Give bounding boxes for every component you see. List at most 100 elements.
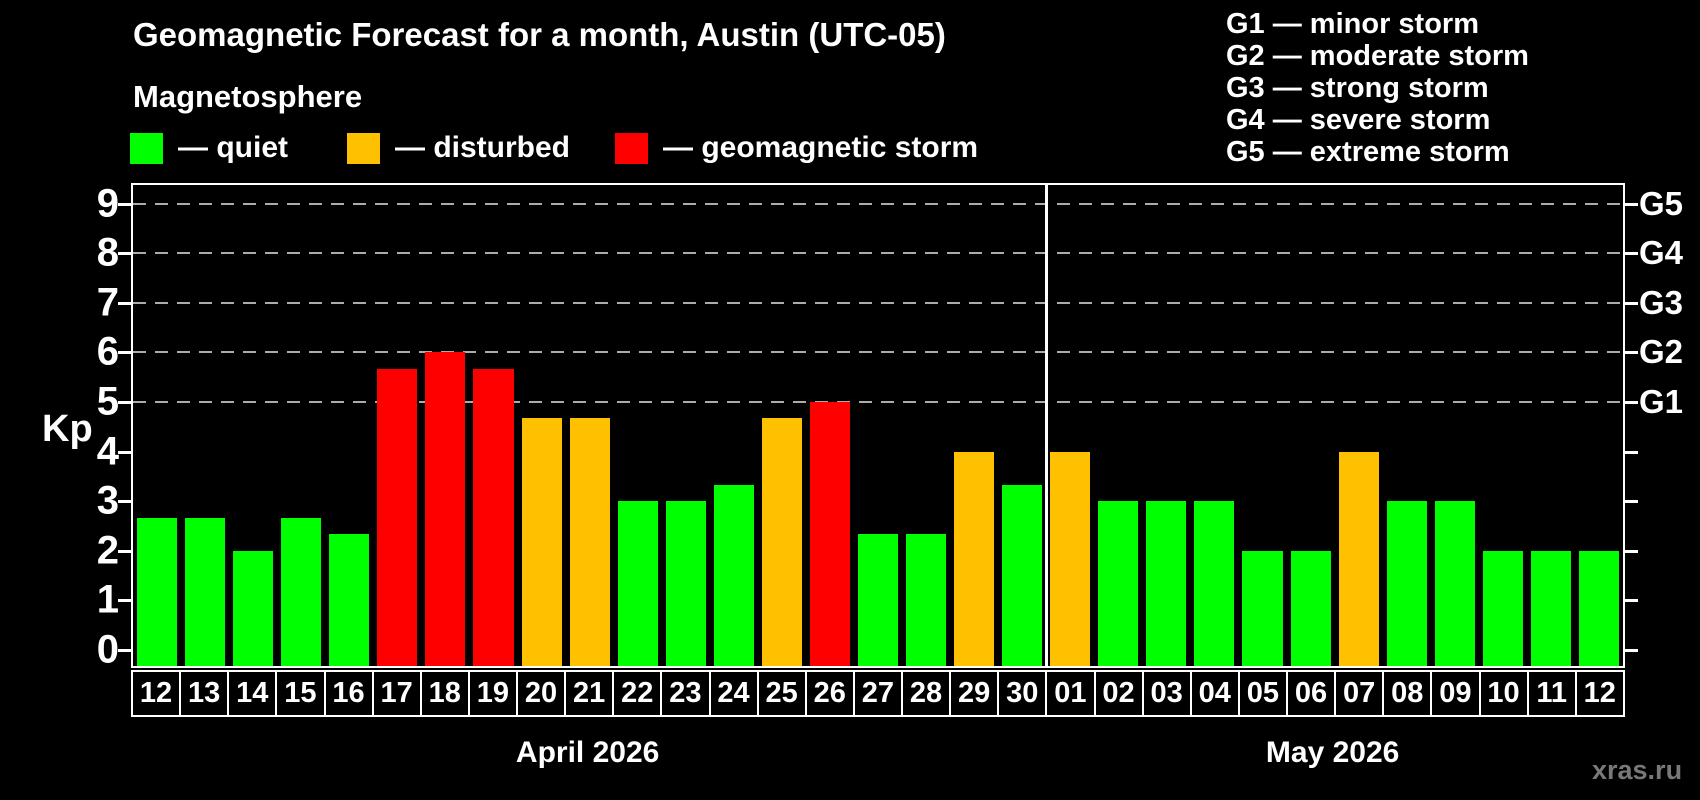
y-tick <box>1625 301 1638 305</box>
legend-item-quiet: — quiet <box>130 128 288 168</box>
day-label-cell: 08 <box>1384 670 1433 717</box>
g-scale-label: G4 <box>1639 234 1684 272</box>
kp-bar-day-27 <box>857 534 899 666</box>
y-tick <box>1625 649 1638 652</box>
y-tick-label: 6 <box>96 329 119 374</box>
legend-label: — quiet <box>178 131 288 164</box>
kp-bar-day-30 <box>1002 484 1043 666</box>
y-tick <box>118 301 131 305</box>
kp-bar-day-10 <box>1482 550 1523 666</box>
day-label-cell: 28 <box>903 670 952 717</box>
g-scale-label: G3 <box>1639 283 1684 321</box>
y-tick <box>1625 549 1638 553</box>
kp-bar-day-04 <box>1194 501 1235 666</box>
day-label-cell: 13 <box>181 670 230 717</box>
kp-bar-day-23 <box>665 501 706 666</box>
y-tick <box>118 599 131 603</box>
y-tick-label: 7 <box>96 280 119 325</box>
day-label-cell: 18 <box>421 670 470 717</box>
y-tick-label: 0 <box>96 627 119 672</box>
day-label-cell: 21 <box>566 670 615 717</box>
legend-item-disturbed: — disturbed <box>347 128 570 168</box>
kp-bar-day-24 <box>713 484 754 666</box>
month-label: May 2026 <box>1265 736 1400 769</box>
y-tick <box>1625 202 1638 206</box>
disturbed-color-swatch <box>347 132 380 164</box>
day-label-cell: 06 <box>1288 670 1337 717</box>
day-label-cell: 03 <box>1143 670 1192 717</box>
y-tick <box>1625 450 1638 454</box>
g-scale-label: G5 <box>1639 184 1684 222</box>
kp-bar-day-21 <box>569 418 610 666</box>
day-label-cell: 24 <box>710 670 759 717</box>
kp-bar-day-28 <box>906 534 947 666</box>
kp-bar-day-18 <box>425 352 466 666</box>
day-label-cell: 07 <box>1336 670 1385 717</box>
day-label-cell: 12 <box>1576 670 1625 717</box>
kp-bar-day-06 <box>1290 550 1331 666</box>
y-tick <box>118 401 131 404</box>
kp-bar-day-14 <box>233 550 274 666</box>
y-tick <box>1625 401 1638 404</box>
storm-scale-legend-line: G1 — minor storm <box>1226 8 1479 40</box>
month-separator <box>1044 185 1048 666</box>
gridline-kp7 <box>133 301 1623 304</box>
kp-bar-day-25 <box>761 418 802 666</box>
day-label-cell: 30 <box>999 670 1048 717</box>
day-label-cell: 29 <box>951 670 1000 717</box>
day-label-cell: 22 <box>614 670 663 717</box>
kp-bar-day-16 <box>329 534 370 666</box>
y-tick-label: 9 <box>96 181 119 226</box>
day-label-cell: 14 <box>229 670 278 717</box>
kp-bar-day-17 <box>377 368 418 666</box>
day-label-cell: 26 <box>806 670 855 717</box>
legend-label: — geomagnetic storm <box>663 131 979 164</box>
y-tick <box>1625 599 1638 603</box>
month-label: April 2026 <box>515 736 660 769</box>
y-axis-title: Kp <box>42 408 93 450</box>
legend-label: — disturbed <box>395 131 571 164</box>
day-label-cell: 11 <box>1528 670 1577 717</box>
y-tick <box>1625 252 1638 256</box>
storm-scale-legend: G1 — minor storm G2 — moderate storm G3 — … <box>1226 8 1529 168</box>
plot-area: 0 1 2 3 4 5 6 7 8 9 G1 G2 G3 G4 G5 <box>97 181 1683 671</box>
y-tick <box>118 351 131 355</box>
day-label-cell: 23 <box>662 670 711 717</box>
storm-scale-legend-line: G4 — severe storm <box>1226 104 1491 136</box>
kp-bar-day-07 <box>1338 451 1379 666</box>
kp-bar-day-26 <box>809 402 850 666</box>
storm-color-swatch <box>615 132 648 164</box>
gridline-kp6 <box>133 351 1623 354</box>
kp-bar-day-15 <box>281 517 322 666</box>
kp-bar-day-01 <box>1050 451 1091 666</box>
legend-item-storm: — geomagnetic storm <box>615 128 978 168</box>
y-tick <box>118 252 131 256</box>
storm-scale-legend-line: G3 — strong storm <box>1226 72 1489 104</box>
kp-bar-day-09 <box>1434 501 1475 666</box>
y-tick-label: 2 <box>96 528 119 573</box>
day-label-cell: 15 <box>277 670 326 717</box>
day-label-cell: 27 <box>854 670 903 717</box>
kp-bar-day-29 <box>954 451 995 666</box>
gridline-kp8 <box>133 252 1623 255</box>
kp-bar-day-22 <box>617 501 658 666</box>
day-label-cell: 16 <box>325 670 374 717</box>
storm-scale-legend-line: G2 — moderate storm <box>1226 40 1529 72</box>
y-tick <box>118 549 131 553</box>
y-tick <box>118 450 131 454</box>
day-label-cell: 20 <box>518 670 567 717</box>
y-tick <box>118 202 131 206</box>
kp-bar-day-08 <box>1386 501 1427 666</box>
kp-bar-day-19 <box>473 368 514 666</box>
day-axis-strip: 12 13 14 15 16 17 18 19 20 21 22 23 24 25 26 27 28 29 30 01… <box>131 670 1625 717</box>
quiet-color-swatch <box>130 132 163 164</box>
y-tick-label: 8 <box>96 230 119 275</box>
g-scale-label: G2 <box>1639 333 1684 371</box>
day-label-cell: 12 <box>131 670 182 717</box>
gridline-kp5 <box>133 401 1623 403</box>
y-tick <box>1625 351 1638 355</box>
kp-bar-day-02 <box>1098 501 1139 666</box>
storm-scale-legend-line: G5 — extreme storm <box>1226 136 1510 168</box>
magnetosphere-label: Magnetosphere <box>133 79 363 114</box>
